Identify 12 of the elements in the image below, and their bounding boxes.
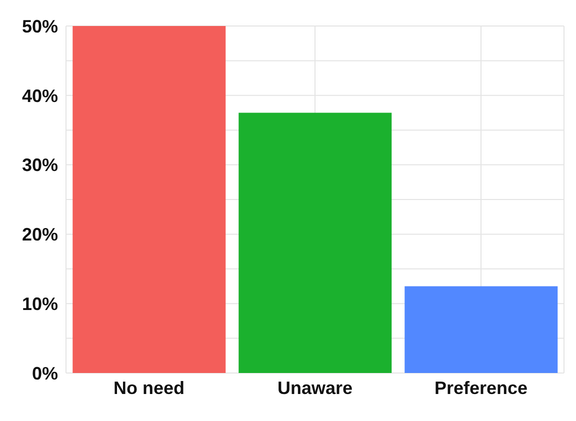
y-tick-label: 20% [22,224,58,245]
y-tick-label: 30% [22,155,58,176]
x-tick-label: Preference [434,378,528,398]
y-tick-label: 0% [32,363,58,384]
x-tick-label: No need [113,378,185,398]
bar [238,112,392,373]
y-tick-label: 40% [22,86,58,106]
x-tick-label: Unaware [277,378,353,398]
bar [72,26,226,373]
bar [404,286,558,373]
y-tick-label: 10% [22,294,58,314]
y-tick-label: 50% [22,16,58,36]
